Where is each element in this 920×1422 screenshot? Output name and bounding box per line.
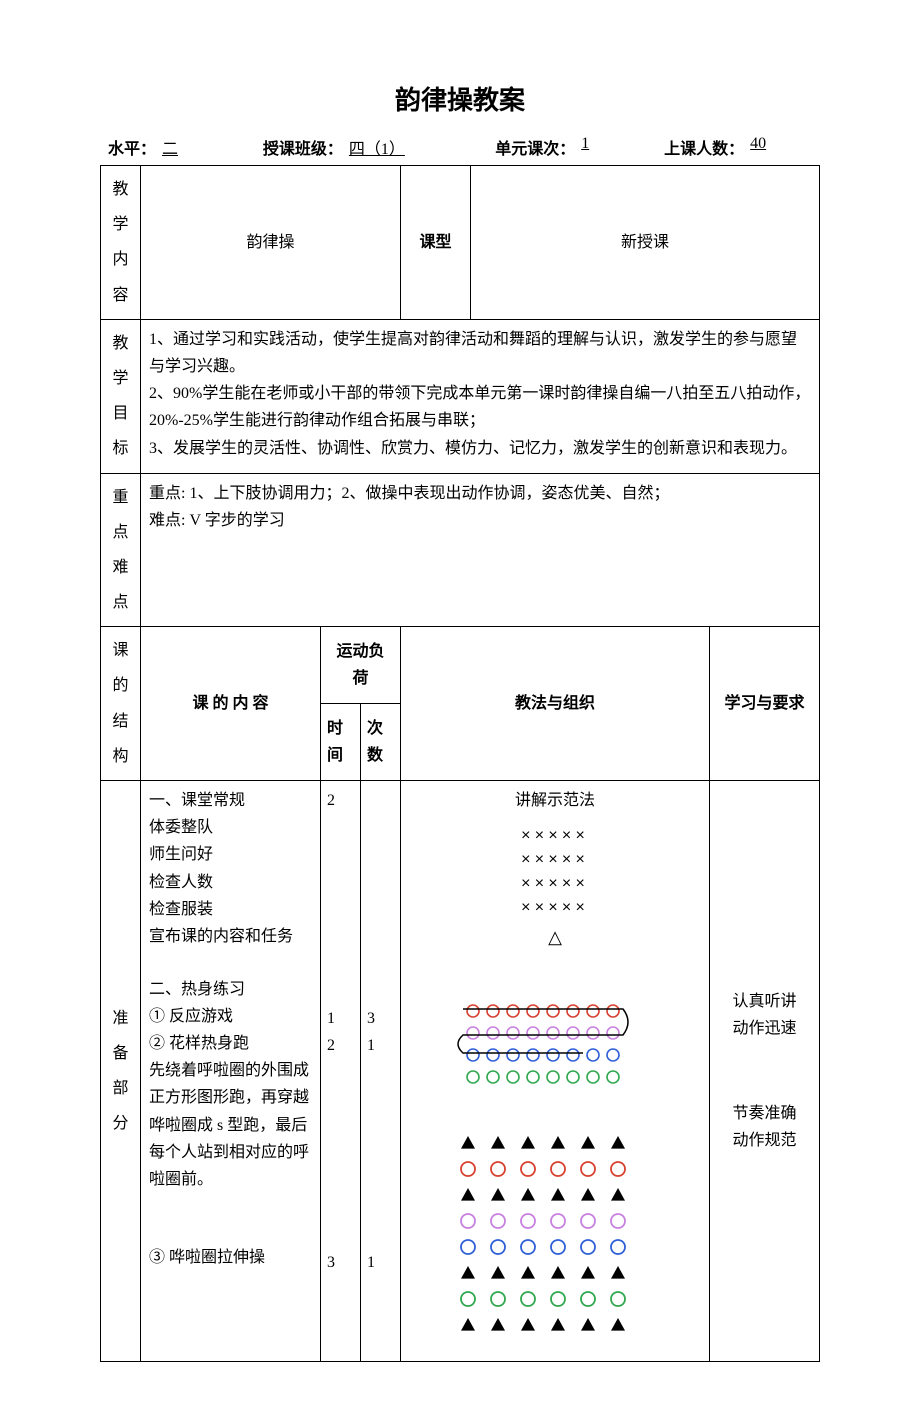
count-value: 40 bbox=[744, 135, 772, 159]
load-time-header: 时间 bbox=[321, 704, 361, 781]
class-value: 四（1） bbox=[343, 135, 411, 159]
prep-requirements: 认真听讲 动作迅速 节奏准确 动作规范 bbox=[710, 781, 820, 1362]
circle-path-formation-icon bbox=[455, 997, 655, 1107]
grid-formation-icon bbox=[450, 1129, 660, 1349]
content-value: 韵律操 bbox=[141, 166, 401, 320]
type-label: 课型 bbox=[401, 166, 471, 320]
key-value: 重点: 1、上下肢协调用力；2、做操中表现出动作协调，姿态优美、自然； 难点: … bbox=[141, 473, 820, 627]
formation-x-row: ××××× bbox=[409, 872, 701, 896]
type-value: 新授课 bbox=[471, 166, 820, 320]
unit-value: 1 bbox=[575, 135, 595, 159]
formation-x-row: ××××× bbox=[409, 848, 701, 872]
struct-label: 课的 结构 bbox=[101, 627, 141, 781]
unit-label: 单元课次： bbox=[495, 135, 575, 159]
teacher-triangle-icon: △ bbox=[409, 922, 701, 953]
count-label: 上课人数： bbox=[664, 135, 744, 159]
page-title: 韵律操教案 bbox=[100, 80, 820, 117]
content-col-header: 课 的 内 容 bbox=[141, 627, 321, 781]
prep-methods: 讲解示范法 ××××× ××××× ××××× ××××× △ bbox=[401, 781, 710, 1362]
lesson-table: 教学 内容 韵律操 课型 新授课 教学 目标 1、通过学习和实践活动，使学生提高… bbox=[100, 165, 820, 1362]
prep-count: 3 1 1 bbox=[361, 781, 401, 1362]
req-header: 学习与要求 bbox=[710, 627, 820, 781]
load-header: 运动负荷 bbox=[321, 627, 401, 704]
load-count-header: 次数 bbox=[361, 704, 401, 781]
level-value: 二 bbox=[156, 135, 184, 159]
goal-label: 教学 目标 bbox=[101, 319, 141, 473]
method-header: 教法与组织 bbox=[401, 627, 710, 781]
formation-x-row: ××××× bbox=[409, 824, 701, 848]
prep-content: 一、课堂常规 体委整队 师生问好 检查人数 检查服装 宣布课的内容和任务 二、热… bbox=[141, 781, 321, 1362]
formation-x-row: ××××× bbox=[409, 896, 701, 920]
prep-section-label: 准 备 部 分 bbox=[101, 781, 141, 1362]
key-label: 重点 难点 bbox=[101, 473, 141, 627]
level-label: 水平： bbox=[108, 135, 156, 159]
goal-value: 1、通过学习和实践活动，使学生提高对韵律活动和舞蹈的理解与认识，激发学生的参与愿… bbox=[141, 319, 820, 473]
class-label: 授课班级： bbox=[263, 135, 343, 159]
prep-time: 2 1 2 3 bbox=[321, 781, 361, 1362]
content-label: 教学 内容 bbox=[101, 166, 141, 320]
meta-line: 水平：二 授课班级： 四（1） 单元课次：1 上课人数：40 bbox=[100, 135, 820, 159]
